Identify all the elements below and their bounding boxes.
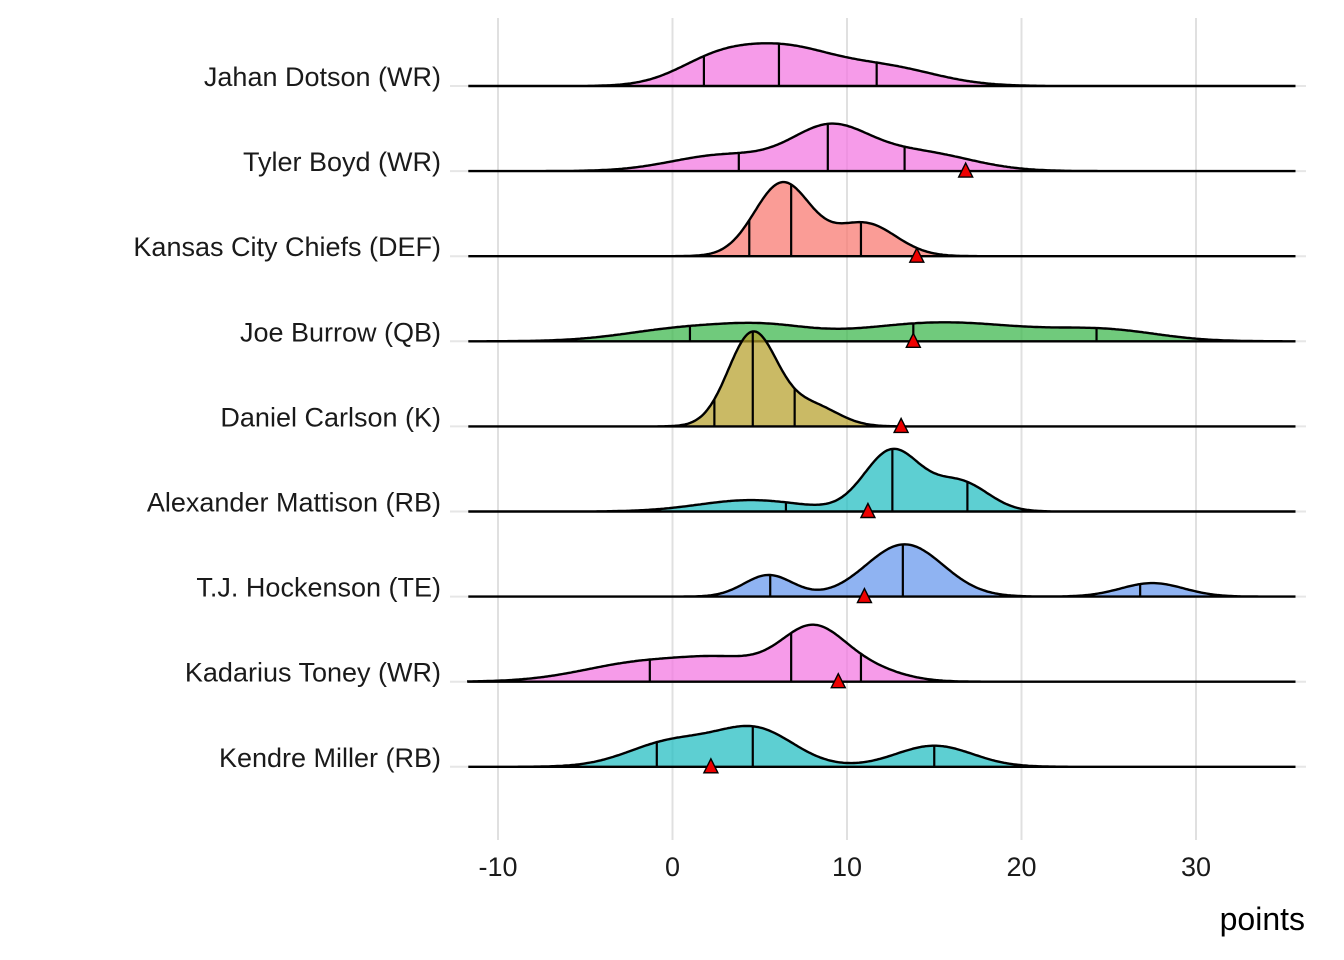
density-area — [468, 122, 1296, 173]
actual-score-marker — [859, 501, 877, 519]
y-axis-label: Jahan Dotson (WR) — [204, 62, 441, 92]
x-tick-label: 30 — [1181, 852, 1211, 882]
x-axis-title: points — [1220, 901, 1305, 937]
ridge-alexander-mattison-rb — [468, 447, 1296, 519]
ridge-kadarius-toney-wr — [466, 623, 1296, 689]
actual-score-marker — [908, 246, 925, 263]
ridge-daniel-carlson-k — [468, 330, 1296, 434]
ridge-t-j-hockenson-te — [468, 543, 1296, 604]
y-axis-label: Daniel Carlson (K) — [220, 402, 441, 432]
y-axis-label: Alexander Mattison (RB) — [147, 488, 441, 518]
y-axis-labels: Jahan Dotson (WR) Tyler Boyd (WR) Kansas C… — [133, 62, 441, 773]
x-tick-label: 0 — [665, 852, 680, 882]
ridge-kansas-city-chiefs-def — [468, 180, 1296, 263]
y-axis-label: T.J. Hockenson (TE) — [196, 573, 441, 603]
density-area — [468, 42, 1296, 88]
x-tick-label: -10 — [478, 852, 517, 882]
ridge-tyler-boyd-wr — [468, 122, 1296, 178]
actual-score-marker — [830, 672, 847, 689]
density-area — [468, 180, 1296, 258]
density-area — [468, 543, 1296, 598]
ridge-joe-burrow-qb — [468, 321, 1296, 348]
ridge-layer — [466, 42, 1296, 774]
ridge-jahan-dotson-wr — [468, 42, 1296, 88]
density-area — [468, 321, 1296, 343]
density-area — [468, 330, 1296, 428]
y-axis-label: Kansas City Chiefs (DEF) — [133, 232, 441, 262]
actual-score-marker — [702, 757, 720, 774]
x-tick-label: 20 — [1006, 852, 1036, 882]
actual-score-marker — [905, 331, 922, 348]
y-axis-label: Joe Burrow (QB) — [240, 317, 441, 347]
x-tick-label: 10 — [832, 852, 862, 882]
density-area — [468, 724, 1296, 768]
density-area — [468, 447, 1296, 513]
y-axis-label: Kendre Miller (RB) — [219, 743, 441, 773]
ridge-kendre-miller-rb — [468, 724, 1296, 774]
actual-score-marker — [957, 161, 974, 178]
y-axis-label: Kadarius Toney (WR) — [185, 658, 441, 688]
density-area — [466, 623, 1296, 683]
x-axis-ticks: -10 0 10 20 30 — [478, 852, 1211, 882]
actual-score-marker — [892, 416, 910, 434]
y-axis-label: Tyler Boyd (WR) — [243, 147, 441, 177]
actual-score-marker — [856, 587, 873, 604]
